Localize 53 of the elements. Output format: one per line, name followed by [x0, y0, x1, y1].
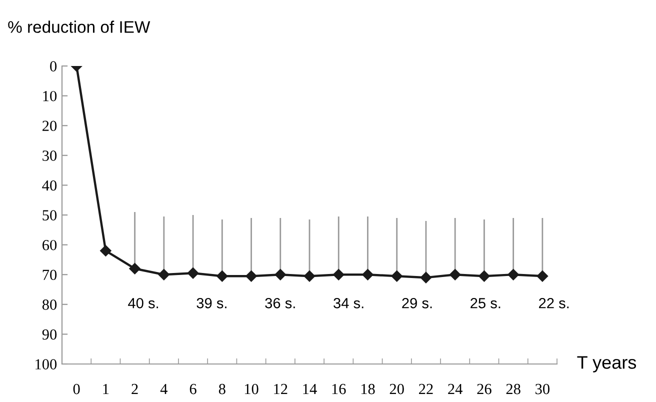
y-tick-label: 70 — [42, 270, 57, 280]
y-axis-title: % reduction of IEW — [8, 20, 150, 33]
point — [449, 268, 461, 280]
y-tick-label: 60 — [42, 240, 57, 250]
annotation: 40 s. — [128, 298, 158, 308]
x-tick-label: 10 — [244, 384, 258, 394]
x-axis-title: T years — [577, 356, 636, 372]
y-tick-label: 50 — [42, 210, 57, 220]
x-tick-label: 6 — [190, 384, 196, 394]
point — [158, 268, 170, 280]
point — [187, 268, 199, 279]
y-tick-label: 100 — [36, 359, 57, 370]
point — [274, 268, 286, 280]
y-tick-label: 30 — [42, 150, 57, 161]
y-tick-label: 20 — [42, 120, 57, 132]
x-tick-label: 16 — [332, 384, 346, 394]
x-tick-label: 24 — [448, 384, 462, 394]
x-tick-label: 1 — [103, 384, 109, 394]
y-tick-label: 80 — [42, 300, 57, 310]
point — [304, 270, 316, 282]
annotation: 39 s. — [196, 298, 226, 308]
x-tick-label: 28 — [506, 384, 520, 394]
x-tick-label: 4 — [160, 384, 168, 394]
point — [362, 268, 374, 280]
point — [536, 270, 548, 282]
point — [129, 263, 140, 274]
x-tick-label: 0 — [73, 384, 80, 394]
x-tick-label: 8 — [218, 384, 226, 394]
point — [246, 270, 257, 282]
x-tick-label: 20 — [390, 384, 404, 394]
point — [391, 270, 402, 282]
point — [333, 268, 344, 280]
annotation: 34 s. — [334, 298, 364, 308]
point — [478, 270, 490, 282]
x-tick-label: 26 — [477, 384, 492, 394]
annotation: 25 s. — [470, 298, 500, 308]
x-tick-label: 18 — [361, 384, 375, 394]
y-tick-label: 90 — [42, 329, 57, 340]
point — [420, 272, 432, 284]
x-tick-label: 30 — [536, 384, 550, 394]
x-tick-label: 2 — [132, 384, 138, 394]
y-tick-label: 40 — [42, 180, 57, 191]
annotation: 29 s. — [402, 298, 432, 308]
point — [100, 245, 112, 256]
x-tick-label: 22 — [419, 384, 433, 394]
x-tick-label: 14 — [303, 384, 317, 394]
point — [508, 268, 519, 280]
annotation: 36 s. — [265, 298, 295, 308]
annotation: 22 s. — [539, 298, 569, 308]
y-tick-label: 0 — [50, 61, 57, 72]
y-tick-label: 10 — [43, 90, 57, 102]
x-tick-label: 12 — [274, 384, 288, 394]
point — [216, 270, 228, 282]
